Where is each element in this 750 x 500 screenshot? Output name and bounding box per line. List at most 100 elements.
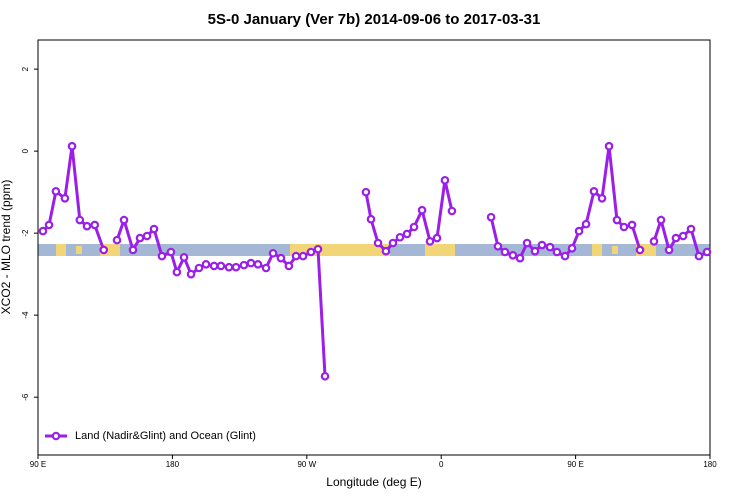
x-tick-label: 180	[166, 460, 180, 469]
y-tick-label: 2	[21, 66, 30, 71]
point	[627, 220, 637, 230]
point	[432, 233, 442, 243]
point	[635, 245, 645, 255]
point	[172, 267, 182, 277]
point	[447, 206, 457, 216]
point	[686, 224, 696, 234]
point	[678, 231, 688, 241]
x-tick-label: 90 E	[567, 460, 583, 469]
point	[694, 251, 704, 261]
point	[166, 247, 176, 257]
point	[291, 251, 301, 261]
point	[209, 261, 219, 271]
point	[38, 226, 48, 236]
point	[508, 250, 518, 260]
point	[581, 219, 591, 229]
point	[201, 260, 211, 269]
point	[231, 262, 241, 272]
point	[388, 238, 398, 248]
point	[425, 237, 435, 246]
point	[306, 247, 316, 257]
point	[612, 215, 622, 225]
point	[253, 260, 263, 269]
point	[671, 233, 681, 243]
point	[597, 193, 607, 203]
point	[320, 371, 330, 381]
point	[649, 237, 659, 246]
point	[268, 248, 278, 258]
point	[194, 263, 204, 273]
point	[373, 238, 383, 248]
point	[298, 251, 308, 261]
x-tick-label: 0	[439, 460, 444, 469]
chart-title: 5S-0 January (Ver 7b) 2014-09-06 to 2017…	[208, 11, 541, 28]
point	[409, 222, 419, 232]
point	[552, 247, 562, 257]
point	[313, 244, 323, 254]
point	[246, 258, 256, 268]
point	[545, 242, 555, 252]
y-tick-label: -6	[21, 393, 30, 401]
series-line	[41, 146, 708, 377]
legend-label: Land (Nadir&Glint) and Ocean (Glint)	[75, 430, 256, 442]
point	[149, 224, 159, 234]
point	[75, 215, 85, 225]
x-tick-label: 180	[703, 460, 717, 469]
point	[366, 214, 376, 224]
point	[567, 244, 577, 253]
point	[664, 245, 674, 255]
point	[99, 245, 109, 255]
point	[261, 263, 271, 273]
point	[44, 220, 54, 230]
point	[60, 193, 70, 203]
x-tick-label: 90 W	[297, 460, 316, 469]
y-tick-label: -4	[21, 311, 30, 319]
point	[522, 238, 532, 248]
point	[515, 253, 525, 263]
point	[656, 215, 666, 225]
point	[128, 245, 138, 255]
x-tick-label: 90 E	[30, 460, 46, 469]
point	[500, 247, 510, 257]
point	[51, 187, 61, 196]
point	[530, 246, 540, 256]
point	[135, 233, 145, 243]
y-axis-label: XCO2 - MLO trend (ppm)	[0, 180, 13, 315]
plot-frame	[37, 39, 711, 456]
point	[82, 221, 92, 231]
point	[440, 175, 450, 185]
point	[702, 247, 712, 257]
point	[157, 251, 167, 261]
point	[395, 232, 405, 242]
point	[224, 262, 234, 272]
point	[216, 261, 226, 271]
y-tick-label: 0	[21, 148, 30, 153]
point	[276, 253, 286, 263]
y-tick-label: -2	[21, 229, 30, 237]
point	[486, 212, 496, 222]
point	[560, 251, 570, 261]
point	[619, 222, 629, 232]
point	[417, 205, 427, 215]
plot-area	[38, 244, 710, 256]
point	[179, 253, 189, 262]
point	[186, 269, 196, 279]
point	[361, 187, 371, 197]
legend-marker	[51, 431, 61, 441]
point	[239, 260, 249, 270]
point	[589, 187, 599, 196]
point	[604, 141, 614, 151]
point	[402, 229, 412, 239]
point	[90, 220, 100, 230]
x-axis-label: Longitude (deg E)	[326, 475, 421, 489]
point	[112, 235, 122, 245]
point	[493, 241, 503, 251]
point	[142, 231, 152, 241]
point	[574, 226, 584, 236]
point	[67, 141, 77, 151]
point	[284, 261, 294, 271]
point	[119, 215, 129, 225]
point	[381, 246, 391, 256]
point	[537, 240, 547, 250]
